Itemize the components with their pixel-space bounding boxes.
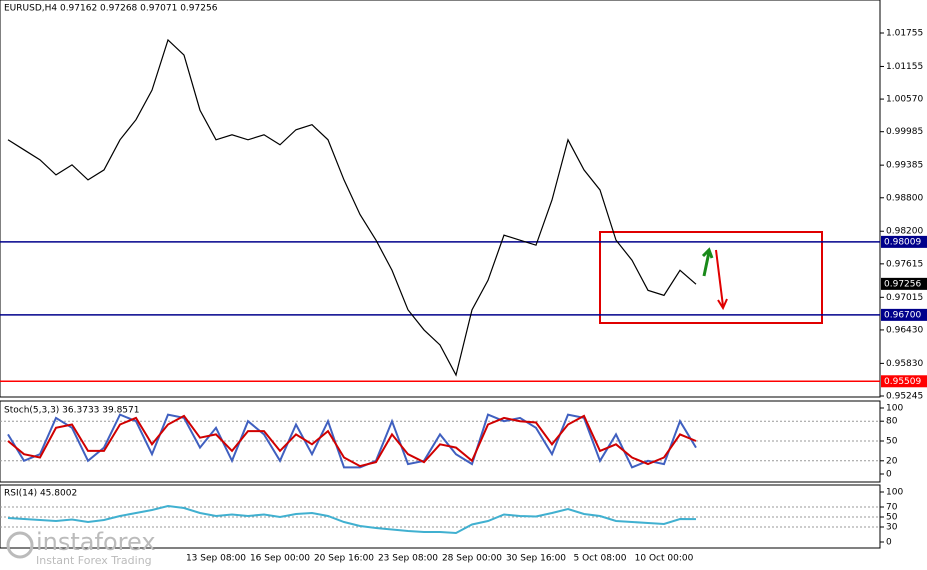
y-tick-label: 20 [886,456,898,466]
level-tag [881,375,927,388]
y-tick-label: 0 [886,538,892,548]
stoch-title: Stoch(5,3,3) 36.3733 39.8571 [4,406,139,416]
y-tick-label: 0.95830 [886,359,923,369]
up-arrow [701,247,714,277]
y-tick-label: 0.97015 [886,293,923,303]
y-tick-label: 100 [886,404,903,414]
level-label: 0.97256 [884,279,921,289]
x-tick-label: 5 Oct 08:00 [574,554,627,564]
y-tick-label: 0.95245 [886,392,923,402]
x-tick-label: 20 Sep 16:00 [314,554,374,564]
y-tick-label: 80 [886,417,898,427]
logo-name: instaforex [36,528,156,556]
x-tick-label: 16 Sep 00:00 [250,554,310,564]
series-line [7,38,697,377]
y-tick-label: 0.99985 [886,127,923,137]
price-panel [0,0,881,398]
y-tick-label: 50 [886,437,898,447]
rsi-title: RSI(14) 45.8002 [4,489,77,499]
y-tick-label: 50 [886,513,898,523]
y-tick-label: 0.98800 [886,193,923,203]
series-line [7,504,697,535]
level-label: 0.98009 [884,237,921,247]
logo-tagline: Instant Forex Trading [36,554,152,567]
y-tick-label: 1.00570 [886,95,923,105]
level-label: 0.96700 [884,310,921,320]
down-arrow [715,249,728,311]
series-line [7,414,697,468]
level-tag [881,235,927,248]
level-tag [881,308,927,321]
highlight-box [599,231,823,324]
y-tick-label: 0.97615 [886,259,923,269]
chart-title: EURUSD,H4 0.97162 0.97268 0.97071 0.9725… [4,4,218,14]
level-label: 0.95509 [884,377,921,387]
level-tag [881,277,927,290]
logo-icon [6,531,34,559]
y-tick-label: 0.98200 [886,227,923,237]
y-tick-label: 0.96430 [886,325,923,335]
x-tick-label: 10 Oct 00:00 [635,554,694,564]
x-tick-label: 13 Sep 08:00 [186,554,246,564]
y-tick-label: 1.01755 [886,29,923,39]
y-tick-label: 0 [886,470,892,480]
y-tick-label: 30 [886,523,898,533]
y-tick-label: 1.01155 [886,62,923,72]
x-tick-label: 30 Sep 16:00 [506,554,566,564]
y-tick-label: 70 [886,503,898,513]
y-tick-label: 100 [886,488,903,498]
y-tick-label: 0.99385 [886,161,923,171]
x-tick-label: 28 Sep 00:00 [442,554,502,564]
x-tick-label: 23 Sep 08:00 [378,554,438,564]
